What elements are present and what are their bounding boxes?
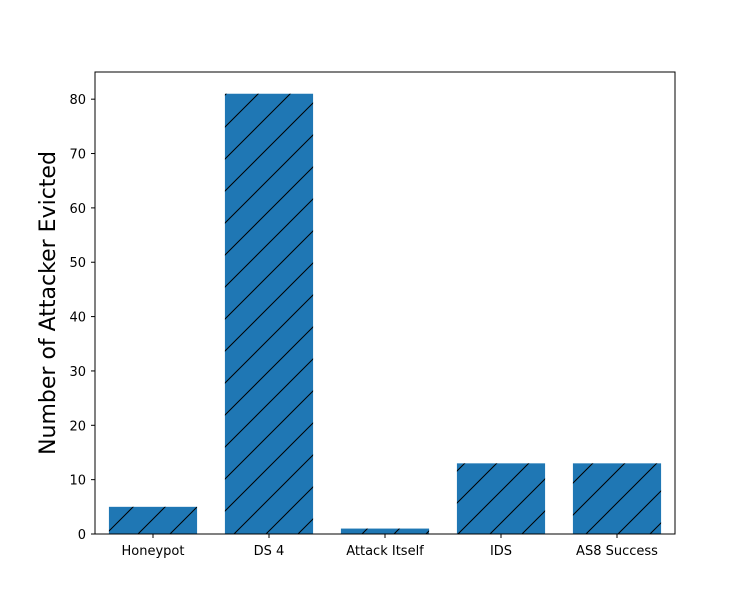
x-axis: Honeypot DS 4 Attack Itself IDS AS8 Success (122, 534, 658, 559)
bar-hatch-ds-4 (224, 93, 314, 534)
y-tick-label: 80 (69, 93, 86, 108)
y-tick-label: 30 (69, 365, 86, 380)
y-tick-label: 20 (69, 419, 86, 434)
x-tick-label: AS8 Success (576, 544, 658, 559)
y-tick-label: 40 (69, 311, 86, 326)
y-tick-label: 70 (69, 148, 86, 163)
y-axis-label: Number of Attacker Evicted (36, 151, 61, 455)
y-axis: 0 10 20 30 40 50 60 70 80 (69, 93, 95, 543)
bar-hatch-honeypot (108, 506, 198, 534)
y-tick-label: 10 (69, 474, 86, 489)
bar-hatch-ids (456, 463, 546, 534)
y-tick-label: 0 (78, 528, 86, 543)
x-tick-label: IDS (490, 544, 512, 559)
y-tick-label: 50 (69, 256, 86, 271)
x-tick-label: Attack Itself (346, 544, 424, 559)
bar-hatch-as8-success (572, 463, 662, 534)
y-tick-label: 60 (69, 202, 86, 217)
bar-hatch-attack-itself (340, 528, 430, 534)
x-tick-label: DS 4 (254, 544, 285, 559)
bars-group (108, 93, 662, 534)
x-tick-label: Honeypot (122, 544, 185, 559)
